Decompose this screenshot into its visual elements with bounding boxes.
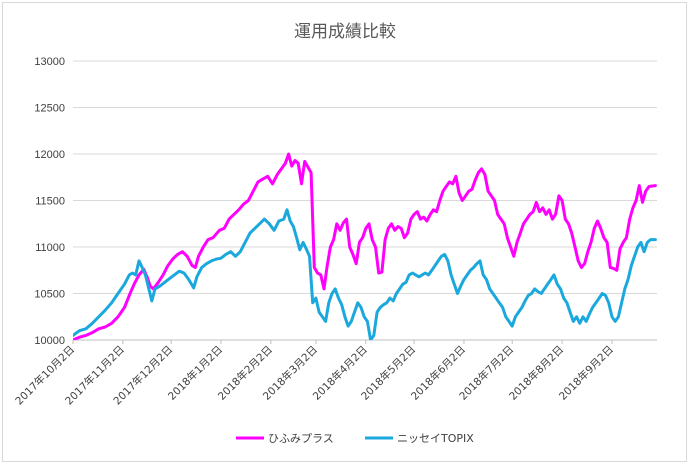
y-tick-label: 13000 <box>34 56 65 68</box>
y-tick-label: 10000 <box>34 335 65 347</box>
y-tick-label: 12000 <box>34 149 65 161</box>
y-tick-label: 11000 <box>35 242 65 254</box>
chart-title: 運用成績比較 <box>294 22 396 42</box>
legend-label-2: ニッセイTOPIX <box>397 432 474 445</box>
y-axis: 10000 10500 11000 11500 12000 12500 13000 <box>34 56 65 347</box>
y-tick-label: 12500 <box>34 103 65 115</box>
y-tick-label: 11500 <box>35 196 65 208</box>
legend: ひふみプラス ニッセイTOPIX <box>236 432 474 445</box>
x-axis: 2017年10月2日2017年11月2日2017年12月2日2018年1月2日2… <box>13 340 657 407</box>
legend-label-1: ひふみプラス <box>268 432 334 445</box>
gridlines <box>73 61 657 340</box>
y-tick-label: 10500 <box>34 289 65 301</box>
